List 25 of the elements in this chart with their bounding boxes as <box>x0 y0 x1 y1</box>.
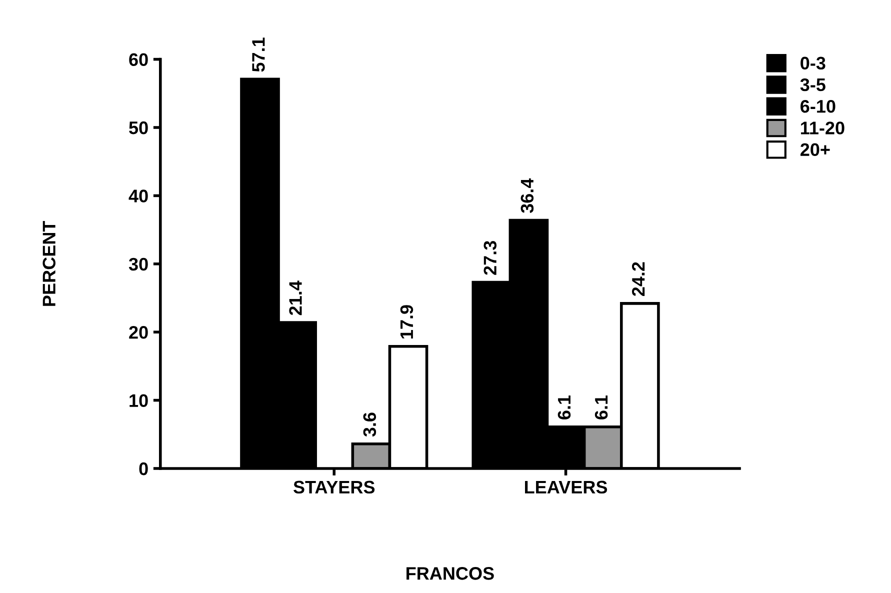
data-label: 6.1 <box>558 395 571 420</box>
legend-label: 3-5 <box>800 78 826 92</box>
data-label: 6.1 <box>594 395 608 420</box>
data-label: 57.1 <box>252 38 265 72</box>
y-tick-label: 30 <box>128 258 148 271</box>
y-tick-label: 0 <box>139 462 148 476</box>
y-tick-label: 50 <box>129 121 148 134</box>
data-label: 27.3 <box>484 240 497 275</box>
y-axis-title: PERCENT <box>42 220 56 306</box>
x-axis-title: FRANCOS <box>406 567 494 580</box>
y-tick-label: 20 <box>129 326 148 339</box>
data-label: 3.6 <box>363 412 376 437</box>
y-tick-label: 40 <box>128 190 148 202</box>
legend-label: 11-20 <box>801 122 844 134</box>
legend-label: 0-3 <box>800 56 826 70</box>
x-tick-label: STAYERS <box>293 480 375 494</box>
data-label: 24.2 <box>632 262 645 296</box>
legend-label: 20+ <box>800 143 830 156</box>
x-tick-label: LEAVERS <box>525 480 608 494</box>
legend-label: 6-10 <box>800 100 836 113</box>
data-label: 17.9 <box>400 305 414 338</box>
y-tick-label: 60 <box>129 53 148 66</box>
data-label: 21.4 <box>289 280 302 316</box>
data-label: 36.4 <box>520 178 534 214</box>
y-tick-label: 10 <box>130 394 148 407</box>
